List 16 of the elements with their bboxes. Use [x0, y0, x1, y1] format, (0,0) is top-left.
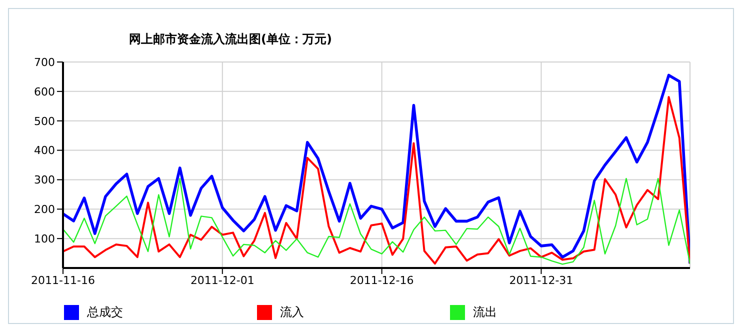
y-tick-label: 200: [34, 203, 55, 216]
line-series: [63, 178, 690, 265]
y-tick-label: 600: [34, 85, 55, 98]
x-tick-label: 2011-11-16: [31, 274, 95, 287]
chart-title: 网上邮市资金流入流出图(单位：万元): [129, 31, 332, 48]
y-tick-label: 100: [34, 232, 55, 246]
legend-label: 流入: [280, 304, 304, 321]
y-tick-label: 300: [34, 174, 55, 187]
x-tick-label: 2011-12-01: [190, 274, 254, 287]
y-tick-label: 700: [34, 56, 55, 69]
x-tick-label: 2011-12-31: [509, 274, 574, 287]
x-tick-label: 2011-12-16: [350, 274, 414, 287]
y-tick-label: 400: [34, 144, 55, 158]
y-tick-label: 500: [34, 114, 55, 128]
legend-label: 流出: [473, 304, 497, 321]
legend-label: 总成交: [87, 304, 123, 321]
